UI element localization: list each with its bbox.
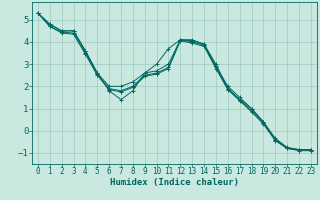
X-axis label: Humidex (Indice chaleur): Humidex (Indice chaleur) <box>110 178 239 187</box>
